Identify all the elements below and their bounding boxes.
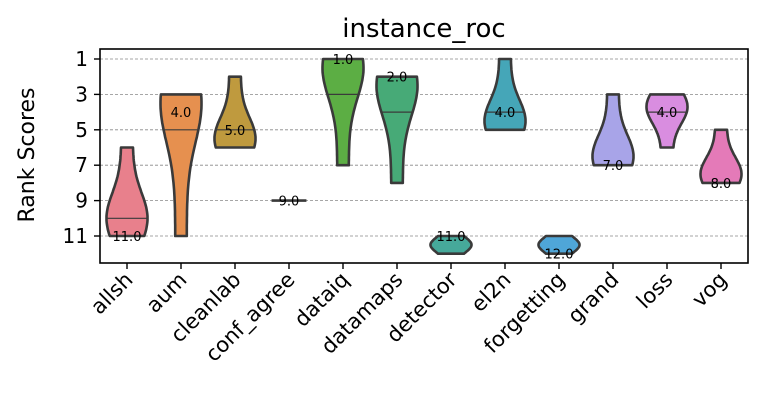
violins: 11.0 4.0 5.0 9.0 1.0 2.0 11.0 4.0 12.0 7.0 4.0 8.0 [105, 53, 743, 263]
violin-cleanlab: 5.0 [213, 75, 257, 149]
plot-frame [99, 48, 749, 264]
violin-body [429, 234, 473, 255]
y-tick-label: 11 [63, 224, 88, 248]
violin-loss: 4.0 [645, 93, 689, 149]
data-label: 4.0 [171, 106, 192, 121]
violin-vog: 8.0 [699, 128, 743, 192]
y-tick-label: 3 [75, 82, 88, 106]
y-axis-ticks: 1 3 5 7 9 11 [63, 47, 100, 248]
x-tick-label: aum [142, 268, 192, 318]
data-label: 8.0 [711, 177, 732, 192]
y-tick-label: 1 [75, 47, 88, 71]
chart-title: instance_roc [342, 14, 505, 44]
violin-conf_agree: 9.0 [271, 195, 307, 210]
data-label: 11.0 [437, 230, 466, 245]
x-tick-label: vog [687, 268, 731, 312]
violin-body [321, 57, 365, 167]
data-label: 4.0 [657, 106, 678, 121]
data-label: 4.0 [495, 106, 516, 121]
data-label: 9.0 [279, 195, 300, 210]
y-axis-label: Rank Scores [15, 87, 40, 222]
x-tick-label: allsh [86, 268, 137, 319]
violin-el2n: 4.0 [483, 57, 527, 132]
x-axis-ticks: allsh aumcleanlabconf_agreedataiqdatamaps… [86, 263, 732, 367]
y-tick-label: 9 [75, 189, 88, 213]
data-label: 2.0 [387, 71, 408, 86]
y-tick-label: 5 [75, 118, 88, 142]
violin-body [105, 146, 149, 238]
violin-allsh: 11.0 [105, 146, 149, 245]
violin-body [375, 75, 419, 185]
data-label: 7.0 [603, 159, 624, 174]
violin-body [699, 128, 743, 185]
y-tick-label: 7 [75, 153, 88, 177]
data-label: 1.0 [333, 53, 354, 68]
violin-aum: 4.0 [159, 93, 203, 238]
data-label: 11.0 [113, 230, 142, 245]
x-tick-label: el2n [466, 268, 515, 317]
violin-dataiq: 1.0 [321, 53, 365, 167]
gridlines [100, 58, 748, 237]
x-tick-label: loss [632, 268, 678, 314]
violin-datamaps: 2.0 [375, 71, 419, 185]
x-tick-label: grand [563, 268, 623, 328]
violin-detector: 11.0 [429, 230, 473, 255]
data-label: 12.0 [545, 248, 574, 263]
violin-grand: 7.0 [591, 93, 635, 174]
violin-forgetting: 12.0 [537, 234, 581, 263]
data-label: 5.0 [225, 124, 246, 139]
